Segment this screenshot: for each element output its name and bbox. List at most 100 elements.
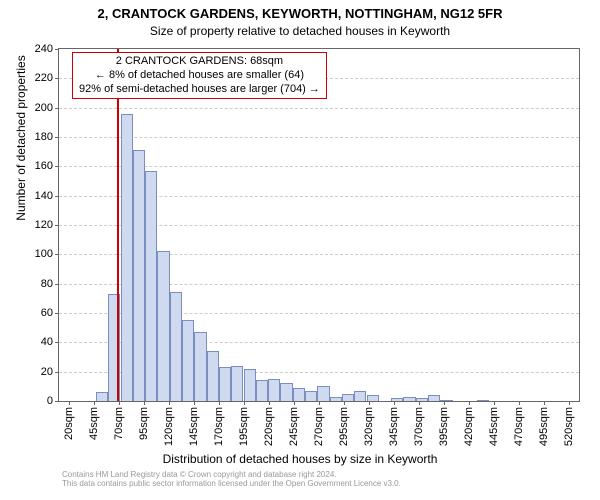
histogram-bar bbox=[244, 369, 256, 401]
ytick-label: 0 bbox=[47, 395, 53, 407]
histogram-bar bbox=[170, 292, 182, 401]
ytick-label: 20 bbox=[41, 366, 53, 378]
histogram-bar bbox=[317, 386, 329, 401]
histogram-bar bbox=[416, 398, 428, 401]
xtick-label: 420sqm bbox=[463, 407, 475, 446]
ytick-mark bbox=[55, 225, 59, 226]
xtick-mark bbox=[169, 401, 170, 405]
annotation-line: ← 8% of detached houses are smaller (64) bbox=[79, 69, 320, 83]
xtick-mark bbox=[519, 401, 520, 405]
histogram-bar bbox=[428, 395, 440, 401]
xtick-label: 220sqm bbox=[263, 407, 275, 446]
xtick-mark bbox=[444, 401, 445, 405]
y-axis-label: Number of detached properties bbox=[14, 0, 28, 314]
histogram-bar bbox=[194, 332, 206, 401]
xtick-mark bbox=[319, 401, 320, 405]
histogram-bar bbox=[477, 400, 489, 401]
histogram-bar bbox=[256, 380, 268, 401]
annotation-line: 92% of semi-detached houses are larger (… bbox=[79, 83, 320, 97]
xtick-label: 370sqm bbox=[413, 407, 425, 446]
xtick-label: 70sqm bbox=[113, 407, 125, 440]
xtick-mark bbox=[69, 401, 70, 405]
title-address: 2, CRANTOCK GARDENS, KEYWORTH, NOTTINGHA… bbox=[0, 6, 600, 21]
xtick-label: 145sqm bbox=[188, 407, 200, 446]
xtick-mark bbox=[469, 401, 470, 405]
ytick-label: 240 bbox=[35, 43, 53, 55]
histogram-bar bbox=[268, 379, 280, 401]
xtick-label: 95sqm bbox=[138, 407, 150, 440]
ytick-label: 120 bbox=[35, 219, 53, 231]
histogram-bar bbox=[121, 114, 133, 401]
xtick-label: 120sqm bbox=[163, 407, 175, 446]
xtick-label: 20sqm bbox=[63, 407, 75, 440]
xtick-label: 45sqm bbox=[88, 407, 100, 440]
annotation-box: 2 CRANTOCK GARDENS: 68sqm← 8% of detache… bbox=[72, 52, 327, 99]
ytick-label: 40 bbox=[41, 336, 53, 348]
ytick-mark bbox=[55, 313, 59, 314]
ytick-mark bbox=[55, 137, 59, 138]
footer-line: Contains HM Land Registry data © Crown c… bbox=[62, 470, 401, 479]
histogram-bar bbox=[330, 397, 342, 401]
xtick-label: 270sqm bbox=[313, 407, 325, 446]
ytick-mark bbox=[55, 401, 59, 402]
gridline bbox=[59, 137, 579, 138]
ytick-mark bbox=[55, 166, 59, 167]
histogram-bar bbox=[342, 394, 354, 401]
xtick-label: 395sqm bbox=[438, 407, 450, 446]
xtick-mark bbox=[369, 401, 370, 405]
ytick-label: 60 bbox=[41, 307, 53, 319]
ytick-label: 180 bbox=[35, 131, 53, 143]
xtick-mark bbox=[94, 401, 95, 405]
ytick-mark bbox=[55, 78, 59, 79]
ytick-label: 140 bbox=[35, 190, 53, 202]
xtick-label: 345sqm bbox=[388, 407, 400, 446]
x-axis-label: Distribution of detached houses by size … bbox=[0, 452, 600, 466]
xtick-label: 470sqm bbox=[513, 407, 525, 446]
histogram-bar bbox=[145, 171, 157, 401]
xtick-label: 495sqm bbox=[538, 407, 550, 446]
xtick-mark bbox=[419, 401, 420, 405]
histogram-bar bbox=[231, 366, 243, 401]
ytick-mark bbox=[55, 49, 59, 50]
plot-area: 02040608010012014016018020022024020sqm45… bbox=[58, 48, 580, 402]
histogram-bar bbox=[133, 150, 145, 401]
histogram-bar bbox=[157, 251, 169, 401]
xtick-mark bbox=[344, 401, 345, 405]
xtick-mark bbox=[269, 401, 270, 405]
ytick-mark bbox=[55, 196, 59, 197]
ytick-mark bbox=[55, 254, 59, 255]
xtick-mark bbox=[294, 401, 295, 405]
xtick-mark bbox=[194, 401, 195, 405]
ytick-label: 160 bbox=[35, 160, 53, 172]
xtick-mark bbox=[144, 401, 145, 405]
xtick-label: 295sqm bbox=[338, 407, 350, 446]
ytick-mark bbox=[55, 284, 59, 285]
ytick-label: 100 bbox=[35, 248, 53, 260]
xtick-label: 195sqm bbox=[238, 407, 250, 446]
ytick-mark bbox=[55, 342, 59, 343]
histogram-bar bbox=[440, 400, 452, 401]
histogram-bar bbox=[182, 320, 194, 401]
ytick-mark bbox=[55, 372, 59, 373]
ytick-mark bbox=[55, 108, 59, 109]
ytick-label: 80 bbox=[41, 278, 53, 290]
chart-container: 2, CRANTOCK GARDENS, KEYWORTH, NOTTINGHA… bbox=[0, 0, 600, 500]
title-subtitle: Size of property relative to detached ho… bbox=[0, 24, 600, 38]
gridline bbox=[59, 108, 579, 109]
histogram-bar bbox=[96, 392, 108, 401]
xtick-label: 520sqm bbox=[563, 407, 575, 446]
xtick-mark bbox=[119, 401, 120, 405]
ytick-label: 220 bbox=[35, 72, 53, 84]
histogram-bar bbox=[305, 391, 317, 401]
xtick-mark bbox=[394, 401, 395, 405]
histogram-bar bbox=[293, 388, 305, 401]
annotation-line: 2 CRANTOCK GARDENS: 68sqm bbox=[79, 55, 320, 69]
histogram-bar bbox=[280, 383, 292, 401]
histogram-bar bbox=[207, 351, 219, 401]
xtick-mark bbox=[244, 401, 245, 405]
histogram-bar bbox=[403, 397, 415, 401]
xtick-label: 245sqm bbox=[288, 407, 300, 446]
footer-attribution: Contains HM Land Registry data © Crown c… bbox=[62, 470, 401, 488]
histogram-bar bbox=[219, 367, 231, 401]
xtick-mark bbox=[494, 401, 495, 405]
